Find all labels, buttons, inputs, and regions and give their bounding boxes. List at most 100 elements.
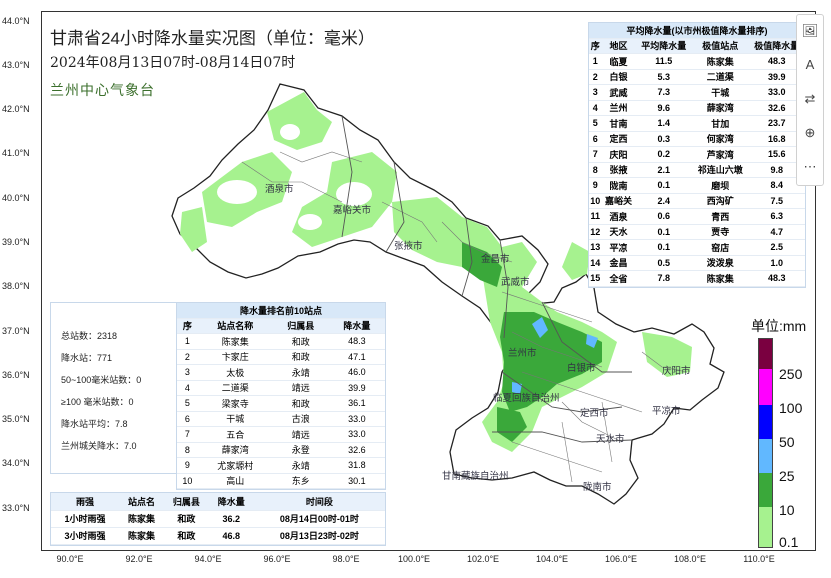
table-cell: 0.1 [635, 177, 692, 194]
table-cell: 白银 [601, 69, 636, 85]
table-cell: 36.2 [208, 510, 254, 528]
table-cell: 贾寺 [691, 224, 749, 240]
legend-label: 25 [779, 468, 795, 484]
latitude-label: 40.0°N [2, 193, 30, 203]
text-edit-icon[interactable]: A [805, 57, 815, 72]
table-cell: 30.1 [328, 473, 385, 489]
avg-table-header: 序 [589, 38, 602, 54]
rain-area-medium [462, 242, 602, 442]
table-cell: 9.8 [748, 162, 805, 178]
table-cell: 31.8 [328, 457, 385, 474]
table-cell: 武威 [601, 84, 636, 101]
avg-table-header: 地区 [601, 38, 636, 54]
table-cell: 和政 [163, 527, 209, 545]
table-cell: 陈家集 [119, 510, 164, 528]
table-cell: 10 [589, 193, 602, 209]
table-cell: 39.9 [328, 380, 385, 396]
table-cell: 2.4 [635, 193, 692, 209]
city-label: 甘南藏族自治州 [442, 470, 509, 482]
table-cell: 2 [589, 69, 602, 85]
table-row: 11 酒泉 0.6 青西 6.3 [589, 208, 805, 225]
table-cell: 48.3 [328, 333, 385, 350]
table-row: 8 张掖 2.1 祁连山六墩 9.8 [589, 162, 805, 178]
more-icon[interactable]: ⋯ [803, 159, 817, 174]
translate-icon[interactable]: ⇄ [804, 91, 816, 106]
table-cell: 定西 [601, 131, 636, 147]
legend-label: 0.1 [779, 534, 799, 550]
rain-intensity-table: 雨强 站点名 归属县 降水量 时间段 1小时雨强 陈家集 和政 36.2 08月14日00时-0… [50, 492, 386, 546]
latitude-label: 39.0°N [2, 237, 30, 247]
table-cell: 青西 [691, 208, 749, 225]
stat-50-100-stations: 50~100毫米站数：0 [61, 375, 142, 385]
latitude-label: 34.0°N [2, 458, 30, 468]
city-label: 兰州市 [508, 347, 537, 359]
county-borders [241, 151, 688, 483]
table-cell: 兰州 [601, 100, 636, 116]
table-cell: 薛家湾 [691, 100, 749, 116]
image-edit-icon[interactable]: 🖼 [801, 23, 819, 38]
table-row: 5 甘南 1.4 甘加 23.7 [589, 115, 805, 132]
table-cell: 0.2 [635, 146, 692, 163]
longitude-label: 104.0°E [535, 554, 569, 564]
longitude-label: 90.0°E [56, 554, 84, 564]
table-cell: 五合 [197, 426, 273, 443]
city-label: 酒泉市 [265, 183, 294, 195]
station-stats: 总站数：2318 降水站：771 50~100毫米站数：0 ≥100 毫米站数：… [50, 302, 177, 474]
table-cell: 0.1 [635, 239, 692, 256]
table-cell: 9 [589, 177, 602, 194]
stat-over-100-stations: ≥100 毫米站数：0 [61, 397, 134, 407]
table-cell: 金昌 [601, 255, 636, 271]
table-row: 9 陇南 0.1 磨坝 8.4 [589, 177, 805, 194]
table-cell: 东乡 [272, 473, 329, 489]
longitude-label: 108.0°E [673, 554, 707, 564]
rain-area-heavy [512, 317, 598, 394]
table-cell: 08月14日00时-01时 [253, 510, 385, 528]
table-cell: 46.0 [328, 364, 385, 381]
table-cell: 48.3 [748, 53, 805, 70]
avg-precip-table: 平均降水量(以市州极值降水量排序) 序地区 平均降水量 极值站点 极值降水量 1 临夏 1… [588, 22, 806, 288]
table-cell: 1.0 [748, 255, 805, 271]
table-cell: 永靖 [272, 364, 329, 381]
table-row: 7 五合 靖远 33.0 [177, 426, 385, 443]
table-cell: 1 [589, 53, 602, 70]
zoom-in-icon[interactable]: ⊕ [804, 125, 816, 140]
table-cell: 4 [589, 100, 602, 116]
table-row: 7 庆阳 0.2 芦家湾 15.6 [589, 146, 805, 163]
table-row: 9 尤家塬村 永靖 31.8 [177, 457, 385, 474]
latitude-label: 41.0°N [2, 148, 30, 158]
table-row: 13 平凉 0.1 窑店 2.5 [589, 239, 805, 256]
table-cell: 太极 [197, 364, 273, 381]
table-cell: 高山 [197, 473, 273, 489]
table-cell: 32.6 [328, 442, 385, 458]
table-cell: 15.6 [748, 146, 805, 163]
table-cell: 8 [589, 162, 602, 178]
table-cell: 0.6 [635, 208, 692, 225]
table-cell: 窑店 [691, 239, 749, 256]
table-cell: 10 [177, 473, 198, 489]
city-label: 陇南市 [583, 481, 612, 493]
table-cell: 23.7 [748, 115, 805, 132]
table-cell: 天水 [601, 224, 636, 240]
table-cell: 3小时雨强 [51, 527, 120, 545]
table-cell: 陈家集 [691, 270, 749, 287]
table-row: 10 嘉峪关 2.4 西沟矿 7.5 [589, 193, 805, 209]
table-cell: 1小时雨强 [51, 510, 120, 528]
table-row: 2 白银 5.3 二道渠 39.9 [589, 69, 805, 85]
table-cell: 张掖 [601, 162, 636, 178]
table-cell: 4 [177, 380, 198, 396]
city-label: 天水市 [596, 433, 625, 445]
table-row: 12 天水 0.1 贾寺 4.7 [589, 224, 805, 240]
table-cell: 0.5 [635, 255, 692, 271]
top10-table-title: 降水量排名前10站点 [177, 303, 385, 319]
intensity-table-header: 雨强 [51, 493, 120, 511]
legend-swatch [759, 339, 772, 369]
table-cell: 08月13日23时-02时 [253, 527, 385, 545]
table-cell: 2 [177, 349, 198, 365]
table-cell: 9 [177, 457, 198, 474]
top10-table-header: 序 [177, 318, 198, 334]
table-cell: 酒泉 [601, 208, 636, 225]
table-cell: 甘南 [601, 115, 636, 132]
table-row: 1 临夏 11.5 陈家集 48.3 [589, 53, 805, 70]
table-cell: 甘加 [691, 115, 749, 132]
top10-table-header: 归属县 [272, 318, 329, 334]
